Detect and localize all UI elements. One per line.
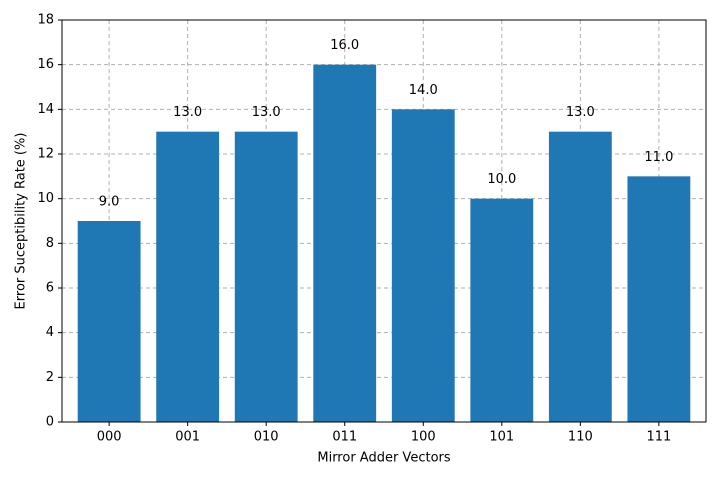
x-tick-label: 000 bbox=[97, 430, 122, 445]
plot-frame bbox=[61, 19, 707, 423]
value-label: 9.0 bbox=[99, 195, 120, 210]
y-tick-label: 6 bbox=[46, 281, 54, 296]
x-tick-label: 010 bbox=[254, 430, 279, 445]
x-tick-label: 111 bbox=[646, 430, 671, 445]
bar bbox=[470, 198, 534, 422]
bar bbox=[234, 131, 298, 422]
x-axis-label: Mirror Adder Vectors bbox=[317, 451, 451, 466]
y-tick-label: 0 bbox=[46, 415, 54, 430]
y-tick-label: 12 bbox=[37, 147, 54, 162]
x-tick-label: 001 bbox=[175, 430, 200, 445]
value-label: 10.0 bbox=[487, 172, 516, 187]
value-label: 13.0 bbox=[173, 105, 202, 120]
bar bbox=[548, 131, 612, 422]
value-label: 13.0 bbox=[566, 105, 595, 120]
value-label: 13.0 bbox=[252, 105, 281, 120]
y-axis-label: Error Suceptibility Rate (%) bbox=[14, 133, 29, 310]
x-tick-label: 100 bbox=[411, 430, 436, 445]
y-tick-label: 4 bbox=[46, 325, 54, 340]
y-tick-label: 8 bbox=[46, 236, 54, 251]
value-label: 14.0 bbox=[409, 83, 438, 98]
y-tick-label: 18 bbox=[37, 13, 54, 28]
x-tick-label: 101 bbox=[489, 430, 514, 445]
value-label: 16.0 bbox=[330, 38, 359, 53]
y-tick-label: 10 bbox=[37, 191, 54, 206]
y-tick-label: 2 bbox=[46, 370, 54, 385]
value-label: 11.0 bbox=[644, 150, 673, 165]
bar bbox=[156, 131, 220, 422]
bar bbox=[313, 64, 377, 423]
bar bbox=[391, 109, 455, 422]
y-tick-label: 14 bbox=[37, 102, 54, 117]
bar bbox=[77, 221, 141, 422]
y-tick-label: 16 bbox=[37, 57, 54, 72]
x-tick-label: 011 bbox=[332, 430, 357, 445]
bar bbox=[627, 176, 691, 422]
x-tick-label: 110 bbox=[568, 430, 593, 445]
